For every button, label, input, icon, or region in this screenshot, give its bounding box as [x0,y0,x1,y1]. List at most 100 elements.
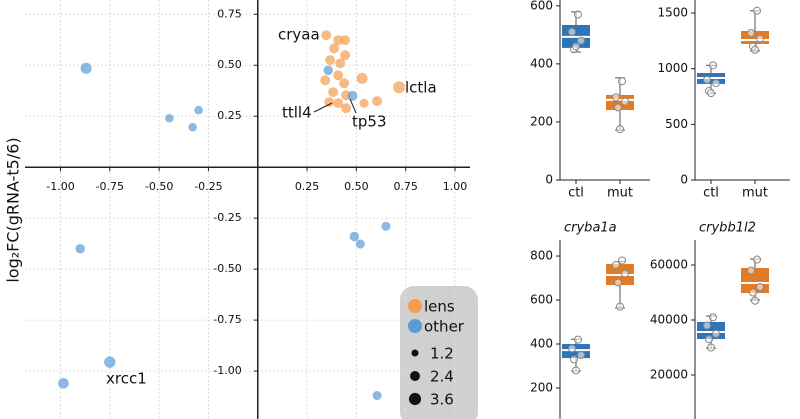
legend-label: lens [424,298,455,316]
point [347,90,358,101]
point [616,302,624,311]
annotation: ttll4 [282,104,312,122]
legend-size [408,392,422,406]
legend-size-label: 2.4 [430,368,454,386]
point [709,313,717,322]
y-tick-label: 0 [680,173,688,187]
point [188,122,197,132]
point [751,296,759,305]
point [355,239,365,249]
point [614,278,622,287]
point [392,81,406,94]
y-axis-label: log₂FC(gRNA-t5/6) [4,137,23,282]
points [58,30,406,401]
point [614,103,622,112]
point [612,260,620,269]
y-tick-label: 600 [530,0,553,12]
x-tick-label: -0.75 [96,180,124,193]
x-tick-label: ctl [568,186,584,201]
point [756,34,764,43]
x-tick-label: 0.75 [393,180,418,193]
point [707,343,715,352]
y-tick-label: 0.50 [217,58,242,71]
point [321,30,332,41]
legend-size-label: 1.2 [430,345,454,363]
point [572,42,580,51]
x-tick-label: 1.00 [443,180,468,193]
point [712,329,720,338]
point [753,6,761,15]
point [359,98,369,108]
point [58,377,69,389]
y-tick-label: -0.25 [213,211,241,224]
point [618,256,626,265]
point [618,77,626,86]
x-tick-label: -1.00 [46,180,74,193]
point [709,61,717,70]
point [749,288,757,297]
y-tick-label: 500 [665,117,688,131]
point [756,282,764,291]
point [612,93,620,102]
point [747,266,755,275]
panel-title: cryba1a [564,221,617,236]
point [372,96,383,107]
y-tick-label: 60000 [650,257,688,271]
y-tick-label: 0.25 [217,109,242,122]
y-tick-label: 0 [545,173,553,187]
point [335,58,346,69]
point [577,351,585,360]
y-tick-label: 20000 [650,367,688,381]
point [574,10,582,19]
annotation: tp53 [352,113,387,131]
point [324,97,335,108]
point [333,70,344,81]
point [356,72,368,84]
point [329,43,340,54]
point [341,103,352,114]
point [616,125,624,134]
point [333,35,344,46]
point [381,221,391,231]
point [80,62,92,74]
box [741,30,769,44]
point [712,79,720,88]
point [568,27,576,36]
x-tick-label: -0.50 [145,180,173,193]
y-tick-label: 1500 [657,6,688,20]
point [340,35,351,46]
x-tick-label: ctl [703,186,719,201]
point [340,50,351,61]
x-tick-label: 0.50 [344,180,369,193]
point [568,344,576,353]
y-tick-label: 200 [530,114,553,128]
leader [313,102,333,113]
x-tick-label: -0.25 [194,180,222,193]
y-tick-label: 400 [530,337,553,351]
point [325,55,336,66]
point [577,36,585,45]
annotation: cryaa [278,26,320,44]
point [349,231,360,242]
point [323,65,333,76]
leader [349,98,357,114]
legend-swatch [408,319,422,333]
legend-swatch [408,299,422,313]
point [753,255,761,264]
x-tick-label: 0.25 [295,180,320,193]
y-tick-label: 800 [530,249,553,263]
point [104,356,116,368]
legend-size [410,371,420,381]
y-tick-label: 1000 [657,61,688,75]
point [703,75,711,84]
point [705,335,713,344]
y-tick-label: 200 [530,380,553,394]
point [703,321,711,330]
y-tick-label: -0.75 [213,313,241,326]
y-tick-label: 40000 [650,312,688,326]
point [751,45,759,54]
point [570,355,578,364]
y-tick-label: -1.00 [213,364,241,377]
x-tick-label: mut [607,186,633,201]
